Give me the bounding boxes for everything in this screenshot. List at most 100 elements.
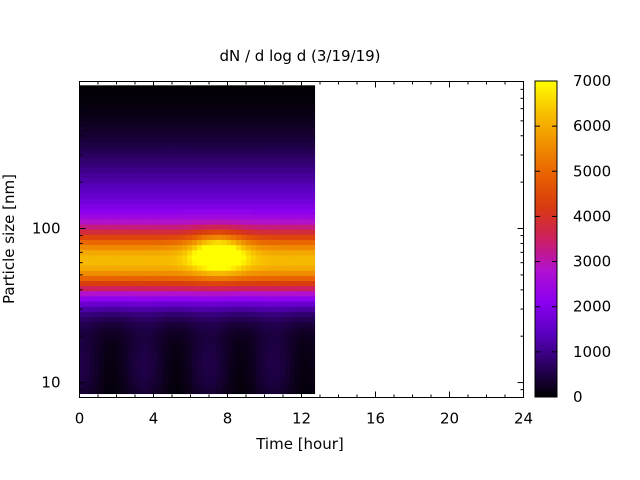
heatmap-cell	[255, 388, 262, 395]
heatmap-cell	[241, 177, 247, 184]
heatmap-cell	[128, 280, 134, 287]
heatmap-cell	[304, 311, 311, 318]
heatmap-cell	[304, 239, 311, 246]
heatmap-cell	[245, 152, 252, 158]
heatmap-cell	[206, 331, 213, 338]
heatmap-cell	[304, 316, 311, 323]
heatmap-cell	[299, 213, 306, 220]
heatmap-cell	[250, 105, 257, 112]
heatmap-cell	[289, 136, 296, 143]
heatmap-cell	[113, 131, 120, 138]
heatmap-cell	[133, 244, 139, 251]
heatmap-cell	[294, 290, 301, 297]
heatmap-cell	[294, 321, 301, 328]
heatmap-cell	[128, 157, 134, 163]
heatmap-cell	[206, 213, 213, 220]
heatmap-cell	[118, 162, 125, 169]
heatmap-cell	[89, 388, 95, 395]
heatmap-cell	[285, 157, 291, 163]
heatmap-cell	[294, 306, 301, 312]
heatmap-cell	[143, 352, 149, 359]
heatmap-cell	[128, 362, 134, 369]
heatmap-cell	[309, 265, 316, 271]
heatmap-cell	[192, 357, 198, 364]
heatmap-cell	[211, 270, 218, 276]
heatmap-cell	[84, 239, 90, 246]
heatmap-cell	[236, 239, 242, 246]
heatmap-cell	[123, 388, 130, 395]
heatmap-cell	[148, 295, 154, 302]
heatmap-cell	[236, 100, 242, 107]
heatmap-cell	[187, 367, 193, 374]
heatmap-cell	[221, 367, 227, 374]
heatmap-cell	[275, 198, 281, 205]
heatmap-cell	[84, 126, 90, 133]
heatmap-cell	[250, 265, 257, 271]
heatmap-cell	[299, 388, 306, 395]
heatmap-cell	[275, 265, 281, 271]
heatmap-cell	[206, 182, 213, 189]
heatmap-cell	[196, 336, 203, 343]
heatmap-cell	[260, 131, 267, 138]
heatmap-cell	[285, 131, 291, 138]
heatmap-cell	[133, 290, 139, 297]
heatmap-cell	[255, 347, 262, 353]
heatmap-cell	[167, 280, 174, 287]
heatmap-cell	[182, 285, 188, 292]
heatmap-cell	[236, 321, 242, 328]
heatmap-cell	[309, 193, 316, 199]
heatmap-cell	[250, 259, 257, 266]
heatmap-cell	[143, 234, 149, 240]
heatmap-cell	[241, 290, 247, 297]
heatmap-cell	[216, 270, 223, 276]
heatmap-cell	[162, 229, 169, 235]
heatmap-cell	[245, 105, 252, 112]
heatmap-cell	[79, 90, 85, 97]
heatmap-cell	[103, 295, 110, 302]
heatmap-cell	[201, 388, 208, 395]
heatmap-cell	[187, 372, 193, 379]
heatmap-cell	[108, 352, 115, 359]
heatmap-cell	[250, 208, 257, 215]
heatmap-cell	[123, 105, 130, 112]
heatmap-cell	[123, 146, 130, 153]
heatmap-cell	[236, 105, 242, 112]
heatmap-cell	[196, 198, 203, 205]
heatmap-cell	[79, 388, 85, 395]
heatmap-cell	[260, 347, 267, 353]
heatmap-cell	[133, 352, 139, 359]
heatmap-cell	[221, 177, 227, 184]
heatmap-cell	[123, 367, 130, 374]
heatmap-cell	[206, 100, 213, 107]
heatmap-cell	[275, 295, 281, 302]
heatmap-cell	[265, 290, 271, 297]
heatmap-cell	[192, 218, 198, 225]
heatmap-cell	[231, 362, 237, 369]
heatmap-cell	[260, 162, 267, 169]
heatmap-cell	[148, 306, 154, 312]
heatmap-cell	[265, 270, 271, 276]
heatmap-cell	[280, 223, 286, 230]
heatmap-cell	[108, 285, 115, 292]
heatmap-cell	[216, 342, 223, 348]
heatmap-cell	[260, 229, 267, 235]
heatmap-cell	[123, 301, 130, 307]
heatmap-cell	[236, 378, 242, 384]
heatmap-cell	[128, 306, 134, 312]
heatmap-cell	[172, 306, 178, 312]
heatmap-cell	[133, 336, 139, 343]
heatmap-cell	[236, 234, 242, 240]
heatmap-cell	[299, 254, 306, 261]
heatmap-cell	[216, 336, 223, 343]
heatmap-cell	[128, 116, 134, 122]
heatmap-cell	[260, 280, 267, 287]
heatmap-cell	[157, 172, 164, 179]
heatmap-cell	[206, 239, 213, 246]
heatmap-cell	[99, 326, 105, 333]
heatmap-cell	[201, 172, 208, 179]
heatmap-cell	[236, 265, 242, 271]
heatmap-cell	[304, 213, 311, 220]
heatmap-cell	[206, 90, 213, 97]
heatmap-cell	[89, 336, 95, 343]
heatmap-cell	[226, 352, 232, 359]
